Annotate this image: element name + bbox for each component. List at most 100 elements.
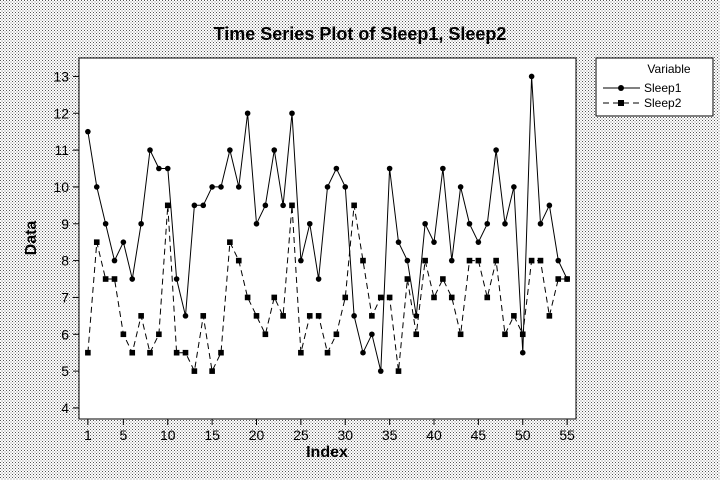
data-point-sleep2 bbox=[466, 257, 473, 264]
data-point-sleep1 bbox=[173, 276, 180, 282]
data-point-sleep2 bbox=[111, 276, 118, 282]
x-tick-label: 15 bbox=[204, 427, 220, 443]
data-point-sleep1 bbox=[404, 257, 411, 264]
data-point-sleep2 bbox=[440, 276, 446, 282]
data-point-sleep2 bbox=[404, 276, 411, 282]
data-point-sleep1 bbox=[271, 147, 278, 153]
data-point-sleep1 bbox=[306, 220, 313, 227]
data-point-sleep1 bbox=[111, 257, 118, 264]
data-point-sleep2 bbox=[564, 276, 570, 282]
data-point-sleep2 bbox=[173, 349, 180, 356]
data-point-sleep1 bbox=[342, 184, 349, 190]
data-point-sleep2 bbox=[200, 313, 207, 319]
data-point-sleep1 bbox=[528, 73, 535, 80]
y-tick-label: 10 bbox=[53, 179, 69, 195]
legend: Variable Sleep1 Sleep2 bbox=[595, 57, 714, 117]
data-point-sleep1 bbox=[262, 202, 269, 209]
data-point-sleep2 bbox=[422, 257, 428, 264]
x-axis: 1 5 10 15 20 25 30 35 40 45 50 55 bbox=[84, 419, 575, 443]
x-tick-label: 30 bbox=[337, 427, 353, 443]
data-point-sleep2 bbox=[280, 313, 286, 319]
data-point-sleep1 bbox=[431, 239, 437, 245]
data-point-sleep1 bbox=[298, 257, 304, 264]
data-point-sleep2 bbox=[262, 331, 269, 338]
x-axis-label: Index bbox=[306, 444, 348, 461]
data-point-sleep1 bbox=[351, 313, 357, 319]
x-tick-label: 55 bbox=[559, 427, 575, 443]
data-point-sleep2 bbox=[138, 313, 144, 319]
data-point-sleep1 bbox=[289, 110, 295, 117]
data-point-sleep1 bbox=[129, 276, 136, 282]
data-point-sleep1 bbox=[422, 220, 428, 227]
data-point-sleep1 bbox=[191, 202, 198, 209]
data-point-sleep2 bbox=[102, 276, 109, 282]
data-point-sleep2 bbox=[218, 349, 224, 356]
data-point-sleep2 bbox=[227, 239, 233, 245]
legend-box bbox=[595, 57, 714, 117]
x-tick-label: 45 bbox=[471, 427, 487, 443]
data-point-sleep2 bbox=[484, 294, 491, 301]
data-point-sleep1 bbox=[377, 368, 384, 374]
data-point-sleep1 bbox=[164, 165, 171, 172]
data-point-sleep2 bbox=[324, 349, 331, 356]
data-point-sleep2 bbox=[93, 239, 100, 245]
data-point-sleep2 bbox=[351, 202, 357, 209]
data-point-sleep1 bbox=[511, 184, 517, 190]
y-axis-label: Data bbox=[23, 221, 40, 256]
data-point-sleep1 bbox=[200, 202, 207, 209]
data-point-sleep1 bbox=[218, 184, 224, 190]
data-point-sleep1 bbox=[440, 165, 446, 172]
x-tick-label: 5 bbox=[119, 427, 127, 443]
data-point-sleep1 bbox=[448, 257, 455, 264]
data-point-sleep2 bbox=[209, 368, 215, 374]
data-point-sleep1 bbox=[395, 239, 402, 245]
data-point-sleep2 bbox=[511, 313, 517, 319]
data-point-sleep2 bbox=[271, 294, 278, 301]
data-point-sleep1 bbox=[156, 165, 162, 172]
data-point-sleep2 bbox=[182, 349, 189, 356]
data-point-sleep2 bbox=[537, 257, 544, 264]
data-point-sleep2 bbox=[519, 331, 526, 338]
x-tick-label: 20 bbox=[249, 427, 265, 443]
x-tick-label: 50 bbox=[515, 427, 531, 443]
data-point-sleep1 bbox=[333, 165, 340, 172]
data-point-sleep1 bbox=[360, 349, 366, 356]
data-point-sleep2 bbox=[395, 368, 402, 374]
data-point-sleep2 bbox=[555, 276, 562, 282]
data-point-sleep2 bbox=[120, 331, 127, 338]
data-point-sleep1 bbox=[93, 184, 100, 190]
data-point-sleep1 bbox=[413, 313, 420, 319]
data-point-sleep1 bbox=[555, 257, 562, 264]
data-point-sleep1 bbox=[235, 184, 242, 190]
data-point-sleep1 bbox=[253, 220, 260, 227]
data-point-sleep2 bbox=[546, 313, 553, 319]
data-point-sleep1 bbox=[147, 147, 153, 153]
data-point-sleep2 bbox=[244, 294, 251, 301]
data-point-sleep1 bbox=[546, 202, 553, 209]
x-tick-label: 1 bbox=[84, 427, 92, 443]
data-point-sleep2 bbox=[306, 313, 313, 319]
data-point-sleep1 bbox=[466, 220, 473, 227]
data-point-sleep1 bbox=[85, 128, 91, 135]
y-tick-label: 9 bbox=[61, 216, 69, 232]
data-point-sleep2 bbox=[289, 202, 295, 209]
data-point-sleep1 bbox=[369, 331, 375, 338]
legend-label-sleep2: Sleep2 bbox=[644, 96, 682, 110]
data-point-sleep2 bbox=[156, 331, 162, 338]
data-point-sleep1 bbox=[120, 239, 127, 245]
data-point-sleep1 bbox=[457, 184, 464, 190]
y-tick-label: 6 bbox=[61, 326, 69, 342]
data-point-sleep2 bbox=[360, 257, 366, 264]
data-point-sleep1 bbox=[102, 220, 109, 227]
y-tick-label: 7 bbox=[61, 289, 69, 305]
data-point-sleep2 bbox=[475, 257, 482, 264]
legend-label-sleep1: Sleep1 bbox=[644, 81, 682, 95]
data-point-sleep2 bbox=[315, 313, 322, 319]
data-point-sleep2 bbox=[342, 294, 349, 301]
x-tick-label: 10 bbox=[160, 427, 176, 443]
data-point-sleep1 bbox=[209, 184, 215, 190]
x-tick-label: 25 bbox=[293, 427, 309, 443]
y-tick-label: 8 bbox=[61, 253, 69, 269]
data-point-sleep2 bbox=[298, 349, 304, 356]
y-tick-label: 11 bbox=[54, 142, 69, 158]
